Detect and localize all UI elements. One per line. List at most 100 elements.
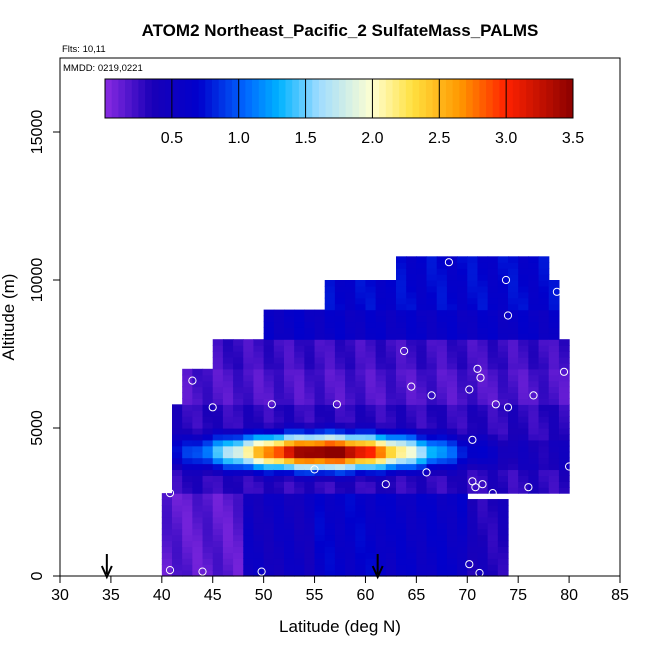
heatmap-cell (243, 463, 255, 471)
heatmap-cell (314, 410, 326, 417)
heatmap-cell (508, 428, 519, 435)
colorbar-segment (352, 79, 360, 118)
heatmap-cell (304, 493, 316, 500)
heatmap-cell (345, 433, 356, 441)
heatmap-cell (487, 558, 499, 565)
heatmap-cell (273, 522, 285, 530)
heatmap-cell (385, 457, 397, 465)
heatmap-cell (314, 570, 326, 577)
heatmap-cell (294, 439, 305, 447)
heatmap-cell (396, 356, 407, 364)
heatmap-cell (182, 475, 193, 482)
heatmap-cell (396, 368, 407, 376)
heatmap-cell (538, 374, 550, 382)
heatmap-cell (385, 356, 397, 364)
heatmap-cell (222, 522, 234, 530)
heatmap-cell (365, 493, 377, 500)
heatmap-cell (192, 433, 204, 441)
heatmap-cell (396, 374, 407, 382)
heatmap-cell (396, 380, 407, 388)
heatmap-cell (161, 510, 173, 518)
heatmap-cell (396, 327, 407, 334)
heatmap-cell (385, 516, 397, 524)
heatmap-cell (172, 493, 183, 500)
heatmap-cell (548, 404, 560, 411)
heatmap-cell (416, 368, 428, 376)
heatmap-cell (334, 422, 346, 429)
heatmap-cell (253, 416, 265, 423)
heatmap-cell (202, 528, 214, 536)
heatmap-cell (202, 534, 214, 542)
heatmap-cell (497, 351, 509, 358)
heatmap-cell (365, 291, 377, 299)
heatmap-cell (396, 315, 407, 323)
heatmap-cell (192, 487, 204, 494)
heatmap-cell (314, 451, 326, 459)
heatmap-cell (528, 291, 540, 299)
heatmap-cell (436, 428, 448, 435)
observation-point (476, 373, 485, 382)
heatmap-cell (222, 410, 234, 417)
heatmap-cell (314, 392, 326, 399)
heatmap-cell (538, 451, 550, 459)
heatmap-cell (396, 410, 407, 417)
heatmap-cell (406, 504, 417, 512)
heatmap-cell (446, 546, 458, 553)
heatmap-cell (192, 374, 204, 382)
heatmap-cell (192, 404, 204, 411)
heatmap-cell (172, 564, 183, 571)
heatmap-cell (467, 339, 479, 346)
heatmap-cell (497, 504, 509, 512)
heatmap-cell (334, 345, 346, 352)
heatmap-cell (375, 546, 387, 553)
heatmap-cell (345, 309, 356, 317)
heatmap-cell (436, 422, 448, 429)
heatmap-cell (436, 487, 448, 494)
heatmap-cell (365, 351, 377, 358)
heatmap-cell (284, 558, 295, 565)
heatmap-cell (324, 374, 336, 382)
heatmap-cell (436, 398, 448, 405)
heatmap-cell (345, 339, 356, 346)
heatmap-cell (284, 398, 295, 405)
heatmap-cell (202, 422, 214, 429)
heatmap-cell (396, 428, 407, 435)
heatmap-cell (396, 416, 407, 423)
heatmap-cell (324, 392, 336, 399)
heatmap-cell (233, 564, 244, 571)
heatmap-cell (558, 475, 570, 482)
heatmap-cell (396, 291, 407, 299)
heatmap-cell (273, 392, 285, 399)
heatmap-cell (294, 534, 305, 542)
heatmap-cell (385, 303, 397, 311)
heatmap-cell (253, 362, 265, 370)
heatmap-cell (253, 445, 265, 453)
heatmap-cell (202, 540, 214, 547)
heatmap-cell (212, 552, 224, 559)
heatmap-cell (375, 534, 387, 542)
heatmap-cell (477, 475, 489, 482)
heatmap-cell (508, 481, 519, 488)
heatmap-cell (497, 327, 509, 334)
heatmap-cell (284, 416, 295, 423)
heatmap-cell (375, 386, 387, 394)
heatmap-cell (375, 356, 387, 364)
heatmap-cell (355, 499, 367, 506)
heatmap-cell (406, 356, 417, 364)
heatmap-cell (426, 469, 438, 476)
heatmap-cell (355, 546, 367, 553)
heatmap-cell (345, 297, 356, 305)
heatmap-cell (233, 386, 244, 394)
heatmap-cell (345, 564, 356, 571)
heatmap-cell (294, 422, 305, 429)
heatmap-cell (253, 493, 265, 500)
heatmap-cell (375, 552, 387, 559)
heatmap-cell (253, 564, 265, 571)
heatmap-cell (172, 416, 183, 423)
heatmap-cell (294, 392, 305, 399)
heatmap-cell (365, 558, 377, 565)
heatmap-cell (355, 528, 367, 536)
heatmap-cell (508, 457, 519, 465)
heatmap-cell (324, 291, 336, 299)
heatmap-cell (457, 534, 468, 542)
